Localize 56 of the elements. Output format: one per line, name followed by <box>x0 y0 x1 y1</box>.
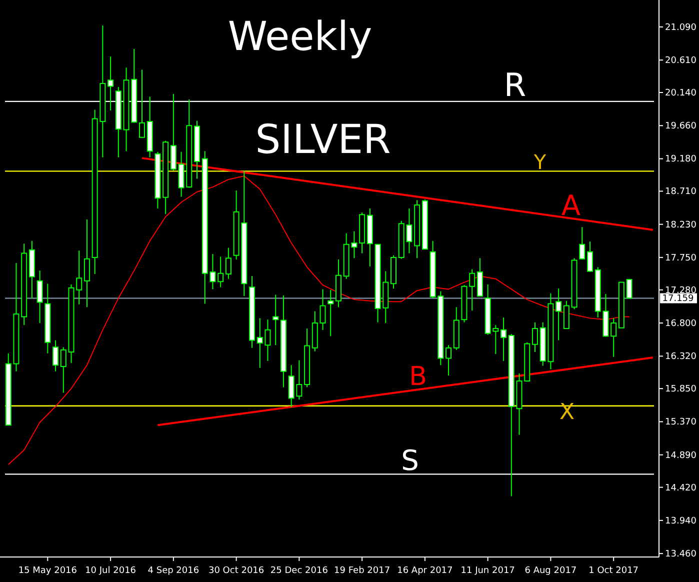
candlestick <box>532 322 538 353</box>
candlestick <box>76 250 82 305</box>
candlestick <box>36 270 43 324</box>
annotation: X <box>559 400 575 425</box>
candlestick <box>272 294 279 346</box>
candlestick <box>587 241 593 272</box>
candlestick <box>563 300 570 330</box>
x-tick-label: 30 Oct 2016 <box>208 566 264 576</box>
candlestick <box>138 69 145 139</box>
candlestick <box>320 288 326 330</box>
y-tick-label: 15.850 <box>665 384 697 395</box>
annotation: S <box>401 444 419 477</box>
y-tick-label: 16.800 <box>665 319 697 330</box>
y-tick-label: 21.090 <box>665 22 697 33</box>
y-tick-label: 14.890 <box>665 450 697 461</box>
x-tick-label: 1 Oct 2017 <box>588 566 639 576</box>
ref-line-label: 17.159 <box>662 294 694 304</box>
x-tick-label: 15 May 2016 <box>18 566 78 576</box>
y-tick-label: 17.280 <box>665 286 697 296</box>
y-tick-label: 20.610 <box>665 56 697 66</box>
x-tick-label: 6 Aug 2017 <box>524 566 577 576</box>
candlestick <box>52 340 59 372</box>
x-tick-label: 19 Feb 2017 <box>334 566 390 576</box>
y-tick-label: 13.940 <box>665 516 697 526</box>
y-tick-label: 19.660 <box>665 122 697 132</box>
candlestick <box>225 247 232 280</box>
y-tick-label: 16.320 <box>665 352 697 362</box>
text: SILVER <box>255 117 391 163</box>
x-tick-label: 4 Sep 2016 <box>148 566 200 576</box>
y-tick-label: 18.710 <box>665 187 697 198</box>
candlestick <box>446 344 452 376</box>
annotation: R <box>504 66 526 104</box>
annotation: A <box>561 189 581 222</box>
y-tick-label: 14.420 <box>665 483 697 494</box>
annotation: B <box>409 362 427 392</box>
candlestick <box>84 218 90 308</box>
x-tick-label: 11 Jun 2017 <box>460 566 515 576</box>
candlestick <box>579 226 586 260</box>
candlestick <box>469 268 476 312</box>
y-tick-label: 19.180 <box>665 154 697 165</box>
candlestick <box>328 289 334 337</box>
y-tick-label: 20.140 <box>665 88 697 98</box>
candlestick <box>556 288 562 341</box>
x-tick-label: 25 Dec 2016 <box>270 566 328 576</box>
y-tick-label: 17.750 <box>665 253 697 264</box>
x-tick-label: 10 Jul 2016 <box>85 566 136 576</box>
x-tick-label: 16 Apr 2017 <box>397 566 453 576</box>
chart-title: Weekly <box>228 14 372 60</box>
candlestick <box>500 316 507 362</box>
y-tick-label: 15.370 <box>665 418 697 428</box>
candlestick <box>218 256 224 288</box>
y-tick-label: 13.460 <box>665 550 697 560</box>
annotation: Y <box>532 150 547 174</box>
candlestick <box>610 318 617 358</box>
y-tick-label: 18.230 <box>665 220 697 230</box>
candlestick <box>626 278 632 299</box>
